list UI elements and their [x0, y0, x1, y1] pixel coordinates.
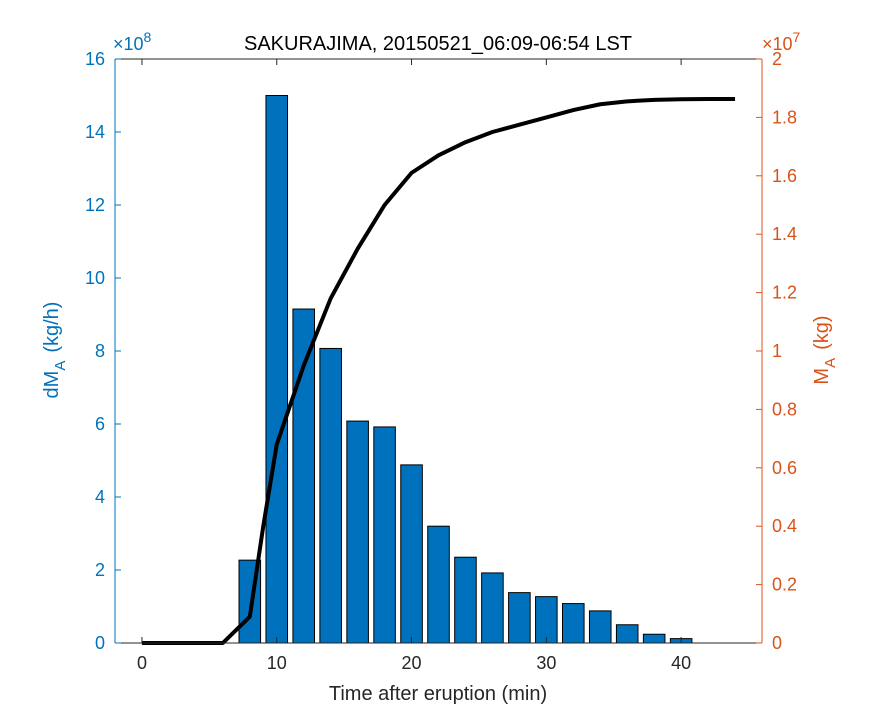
right-axis-label: MA (kg) [811, 315, 839, 384]
right-tick-label: 0.8 [772, 399, 797, 419]
bar [427, 525, 450, 644]
right-tick-label: 0 [772, 633, 782, 653]
x-tick-label: 30 [536, 653, 556, 673]
right-axis-label-unit: (kg) [811, 315, 833, 349]
x-tick-label: 40 [671, 653, 691, 673]
bar [508, 592, 531, 644]
bar [562, 603, 585, 644]
left-tick-label: 16 [85, 49, 105, 69]
bar [346, 420, 369, 644]
right-axis-multiplier-base: ×10 [762, 34, 793, 54]
bar [373, 426, 396, 644]
right-tick-label: 2 [772, 49, 782, 69]
bar [292, 308, 315, 644]
right-axis-multiplier-exp: 7 [793, 29, 801, 45]
chart-title: SAKURAJIMA, 20150521_06:09-06:54 LST [244, 33, 632, 55]
left-tick-label: 12 [85, 195, 105, 215]
left-axis-multiplier-base: ×10 [113, 34, 144, 54]
left-tick-label: 8 [95, 341, 105, 361]
bar [265, 95, 289, 644]
right-tick-label: 1.4 [772, 224, 797, 244]
left-axis-multiplier-exp: 8 [144, 29, 152, 45]
right-axis-label-main: M [811, 368, 833, 385]
bar [615, 624, 639, 644]
line-layer [141, 97, 736, 645]
x-axis-label: Time after eruption (min) [329, 683, 547, 705]
right-tick-label: 1 [772, 341, 782, 361]
right-tick-label: 0.6 [772, 458, 797, 478]
bar [535, 596, 558, 644]
left-tick-label: 2 [95, 560, 105, 580]
right-tick-label: 0.2 [772, 575, 797, 595]
bar [642, 633, 666, 644]
right-tick-label: 0.4 [772, 516, 797, 536]
right-axis-label-sub: A [822, 358, 839, 368]
left-axis-label-unit: (kg/h) [41, 302, 63, 353]
left-tick-label: 4 [95, 487, 105, 507]
axes-layer: 0 10 20 30 40 0 2 4 6 8 10 12 14 16 0 0.2 0.4 0.6 0.8 1 1.2 1… [85, 49, 797, 673]
right-tick-label: 1.6 [772, 166, 797, 186]
right-tick-label: 1.2 [772, 283, 797, 303]
left-tick-label: 10 [85, 268, 105, 288]
bar [400, 464, 423, 644]
bars-layer [238, 95, 693, 644]
bar [481, 572, 504, 644]
left-tick-label: 14 [85, 122, 105, 142]
left-axis-label-main: dM [41, 371, 63, 399]
left-axis-label: dMA (kg/h) [41, 302, 69, 399]
x-tick-label: 20 [402, 653, 422, 673]
left-axis-multiplier: ×108 [113, 29, 152, 54]
x-tick-label: 10 [267, 653, 287, 673]
x-tick-label: 0 [137, 653, 147, 673]
bar [319, 347, 342, 644]
left-axis-label-sub: A [52, 361, 69, 371]
right-axis-multiplier: ×107 [762, 29, 801, 54]
left-tick-label: 0 [95, 633, 105, 653]
bar [454, 556, 477, 644]
bar [588, 610, 612, 644]
right-tick-label: 1.8 [772, 107, 797, 127]
left-tick-label: 6 [95, 414, 105, 434]
line-series [141, 97, 736, 645]
